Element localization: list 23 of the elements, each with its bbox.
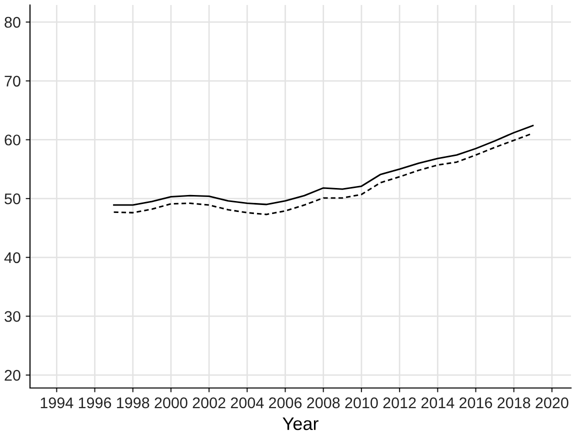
x-axis-title: Year [282,417,318,430]
y-tick-label: 60 [4,134,20,146]
y-tick-label: 40 [4,252,20,264]
y-tick-label: 50 [4,193,20,204]
x-tick-label: 1994 [40,397,74,408]
x-tick-label: 2014 [421,397,454,408]
x-tick-label: 2004 [230,397,264,408]
x-tick-label: 2010 [345,397,378,408]
x-tick-label: 2016 [460,397,492,408]
y-tick-label: 30 [4,311,20,322]
x-tick-label: 2008 [307,397,340,408]
x-tick-label: 1998 [117,397,150,408]
x-tick-label: 2012 [383,397,416,408]
line-series [113,124,534,206]
x-tick-label: 2018 [498,397,530,408]
y-tick-label: 80 [4,16,20,28]
y-tick-label: 70 [4,76,20,87]
y-tick-label: 20 [4,370,20,381]
x-tick-label: 2000 [154,397,188,408]
x-tick-label: 2002 [192,397,226,408]
x-tick-label: 2006 [269,397,302,408]
x-tick-label: 1996 [78,397,112,408]
x-tick-label: 2020 [536,397,568,408]
